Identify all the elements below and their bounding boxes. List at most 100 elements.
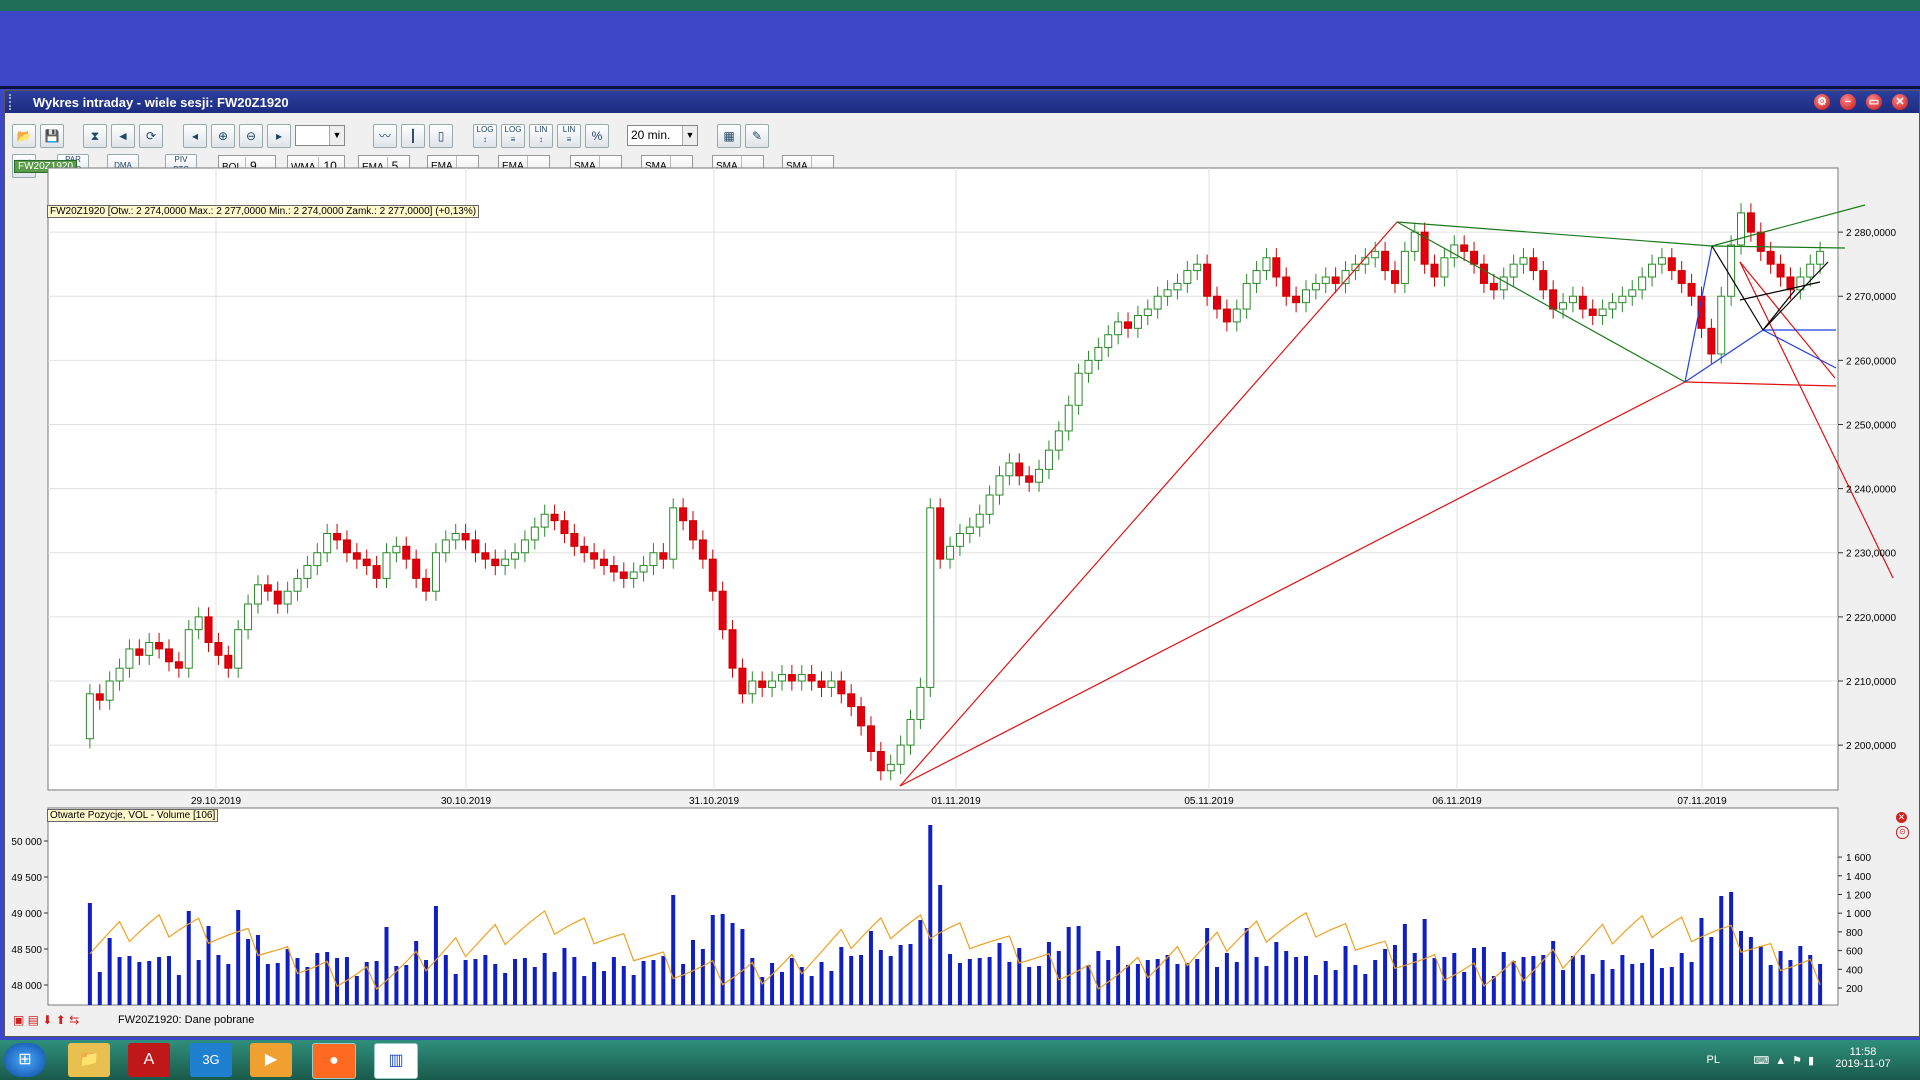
volume-bar (1551, 941, 1556, 1005)
sound-icon[interactable]: ◄ (111, 124, 135, 148)
candle (560, 520, 569, 535)
volume-bar (1126, 965, 1131, 1005)
log-compare-icon[interactable]: LOG ≡ (501, 124, 525, 148)
lin-compare-icon[interactable]: LIN ≡ (557, 124, 581, 148)
volume-bar (621, 966, 626, 1005)
volume-bar (226, 964, 231, 1005)
log-scale-icon[interactable]: LOG ↕ (473, 124, 497, 148)
y-tick-label: 2 210,0000 (1846, 677, 1896, 688)
pane-settings-icon[interactable]: ⊙ (1896, 826, 1909, 839)
vol-right-label: 800 (1846, 928, 1863, 939)
candle (1568, 295, 1577, 304)
candle (412, 558, 421, 579)
candle (1618, 295, 1627, 304)
volume-bar (1699, 918, 1704, 1005)
chart-layer: 2 200,0000 2 210,0000 2 220,0000 2 230,0000… (11, 167, 1896, 1006)
close-pane-icon[interactable]: ✕ (1896, 812, 1907, 823)
indicator-name: EMA (499, 156, 528, 177)
candle (896, 744, 905, 765)
lin-scale-icon[interactable]: LIN ↕ (529, 124, 553, 148)
volume-bar (661, 956, 666, 1005)
candle (995, 475, 1004, 496)
volume-bar (1442, 957, 1447, 1005)
volume-bar (562, 948, 567, 1005)
refresh-icon[interactable]: ⟳ (139, 124, 163, 148)
zoom-in-icon[interactable]: ⊕ (211, 124, 235, 148)
volume-bar (1650, 949, 1655, 1005)
firefox-icon[interactable]: ● (312, 1043, 356, 1079)
scroll-left-icon[interactable]: ◂ (183, 124, 207, 148)
volume-bar (789, 958, 794, 1005)
volume-bar (1541, 955, 1546, 1005)
zoom-select[interactable]: ▼ (295, 125, 345, 146)
palette-icon[interactable]: ▦ (717, 124, 741, 148)
media-player-icon[interactable]: ▶ (250, 1043, 292, 1077)
candle (1460, 244, 1469, 252)
volume-bar (186, 911, 191, 1005)
volume-bar (1323, 961, 1328, 1005)
candle (837, 680, 846, 695)
candle-chart-icon[interactable]: ▯ (429, 124, 453, 148)
clock[interactable]: 11:58 2019-11-07 (1828, 1046, 1898, 1070)
volume-bar (938, 885, 943, 1005)
candle (342, 539, 351, 554)
interval-value: 20 min. (631, 128, 671, 142)
candle (876, 751, 885, 772)
trading-app-icon[interactable]: ▥ (374, 1043, 418, 1079)
vol-left-label: 50 000 (11, 837, 42, 848)
explorer-icon[interactable]: 📁 (68, 1043, 110, 1077)
scroll-right-icon[interactable]: ▸ (267, 124, 291, 148)
candle (520, 539, 529, 554)
volume-bar (1808, 955, 1813, 1005)
candle (649, 552, 658, 567)
candle (1400, 250, 1409, 284)
volume-bar (1462, 972, 1467, 1005)
candle (1183, 270, 1192, 284)
volume-bar (1313, 975, 1318, 1005)
candle (461, 533, 470, 541)
save-icon[interactable]: 💾 (40, 124, 64, 148)
open-folder-icon[interactable]: 📂 (12, 124, 36, 148)
bar-chart-icon[interactable]: ┃ (401, 124, 425, 148)
percent-icon[interactable]: % (585, 124, 609, 148)
minimize-button[interactable]: − (1840, 94, 1856, 110)
pdf-reader-icon[interactable]: A (128, 1043, 170, 1077)
volume-bar (255, 935, 260, 1005)
candle (827, 680, 836, 688)
candle (1608, 302, 1617, 310)
black-trendline (1711, 245, 1764, 331)
candle (857, 706, 866, 727)
line-chart-icon[interactable]: 〰 (373, 124, 397, 148)
green-trendline (1711, 245, 1846, 249)
interval-select[interactable]: 20 min. ▼ (627, 125, 698, 146)
vol-right-label: 1 400 (1846, 872, 1871, 883)
candle (1292, 295, 1301, 304)
3g-modem-icon[interactable]: 3G (190, 1043, 232, 1077)
candle (955, 533, 964, 547)
maximize-button[interactable]: ▭ (1866, 94, 1882, 110)
volume-bar (1729, 892, 1734, 1005)
settings-icon[interactable]: ⚙ (1814, 94, 1830, 110)
candle (372, 565, 381, 579)
status-icons[interactable]: ▣ ▤ ⬇ ⬆ ⇆ (13, 1013, 80, 1027)
start-button[interactable]: ⊞ (4, 1043, 46, 1077)
volume-bar (1580, 955, 1585, 1005)
tray-icons[interactable]: ⌨▲⚑▮ (1753, 1055, 1820, 1067)
candle (1242, 282, 1251, 310)
edit-icon[interactable]: ✎ (745, 124, 769, 148)
volume-bar (888, 956, 893, 1005)
title-bar[interactable]: Wykres intraday - wiele sesji: FW20Z1920… (5, 91, 1919, 113)
indicator-name: SMA (642, 156, 671, 177)
language-indicator[interactable]: PL (1706, 1054, 1720, 1066)
zoom-out-icon[interactable]: ⊖ (239, 124, 263, 148)
empty-workspace (0, 11, 1920, 89)
hourglass-icon[interactable]: ⧗ (83, 124, 107, 148)
volume-bar (1383, 949, 1388, 1005)
candle (688, 520, 697, 541)
candle (95, 693, 104, 701)
clock-date: 2019-11-07 (1835, 1058, 1891, 1070)
volume-bar (1096, 951, 1101, 1005)
candle (1015, 462, 1024, 477)
candle (431, 552, 440, 592)
close-button[interactable]: ✕ (1892, 94, 1908, 110)
